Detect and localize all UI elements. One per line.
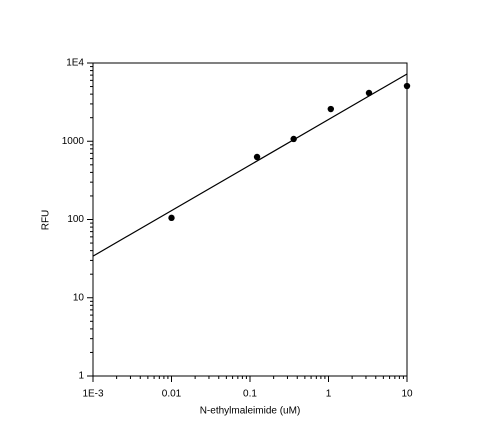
y-tick-label: 10 [73,292,85,303]
fit-line [92,73,408,257]
x-tick-label: 1E-3 [82,389,104,400]
data-point [168,214,175,222]
x-tick-label: 1 [326,389,332,400]
y-tick-label: 100 [67,214,84,225]
y-tick-label: 1E4 [66,58,84,69]
y-tick-label: 1 [78,371,84,382]
data-point [327,105,335,113]
x-tick-label: 0.01 [162,389,182,400]
plot-frame [92,62,408,377]
x-tick-label: 10 [401,389,413,400]
x-tick-label: 0.1 [243,389,257,400]
data-point [403,82,411,90]
y-axis-label: RFU [41,210,52,231]
data-point [253,153,261,161]
y-tick-label: 1000 [62,136,85,147]
x-axis-label: N-ethylmaleimide (uM) [200,406,301,417]
